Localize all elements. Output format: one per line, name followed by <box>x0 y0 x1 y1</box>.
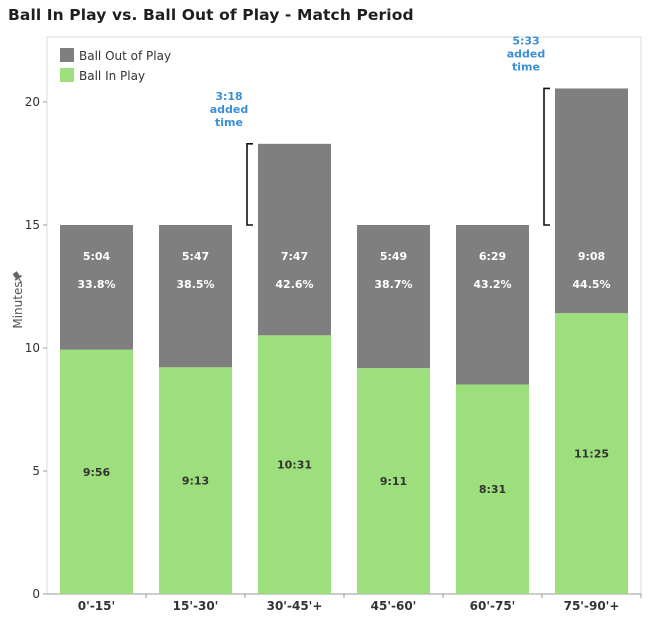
bar-out-of-play[interactable] <box>456 225 529 385</box>
bar-out-of-play[interactable] <box>555 88 628 314</box>
bar-label-percent: 38.5% <box>176 278 214 291</box>
bar-label-in-play: 9:13 <box>182 475 209 488</box>
added-time-annotation: added <box>507 47 546 60</box>
bar-in-play[interactable] <box>555 313 628 594</box>
x-category-label: 15'-30' <box>173 599 219 613</box>
bar-label-out-of-play: 7:47 <box>281 250 308 263</box>
added-time-bracket <box>543 87 550 226</box>
bar-label-out-of-play: 5:49 <box>380 250 407 263</box>
x-category-label: 45'-60' <box>371 599 417 613</box>
bars-layer <box>60 88 628 594</box>
bar-label-out-of-play: 6:29 <box>479 250 506 263</box>
bar-in-play[interactable] <box>456 384 529 594</box>
bar-label-out-of-play: 5:04 <box>83 250 111 263</box>
y-tick-label: 10 <box>25 341 40 355</box>
x-category-label: 30'-45'+ <box>267 599 323 613</box>
bar-label-out-of-play: 5:47 <box>182 250 209 263</box>
y-tick-label: 15 <box>25 218 40 232</box>
added-time-bracket <box>246 143 253 226</box>
plot-frame <box>46 36 642 595</box>
bar-label-percent: 33.8% <box>77 278 115 291</box>
bar-in-play[interactable] <box>357 368 430 594</box>
bar-label-in-play: 9:11 <box>380 475 407 488</box>
pin-icon[interactable] <box>11 270 24 284</box>
bar-label-in-play: 10:31 <box>277 459 312 472</box>
bar-label-percent: 44.5% <box>572 278 610 291</box>
bar-out-of-play[interactable] <box>60 225 133 350</box>
y-tick-label: 0 <box>32 587 40 601</box>
bar-label-percent: 43.2% <box>473 278 511 291</box>
legend-label-out-of-play: Ball Out of Play <box>79 49 171 63</box>
added-time-annotation: time <box>215 116 243 129</box>
x-axis-categories: 0'-15' 15'-30' 30'-45'+ 45'-60' 60'-75' 75'-9… <box>78 594 642 613</box>
bar-label-percent: 38.7% <box>374 278 412 291</box>
added-time-annotation: 3:18 <box>215 90 242 103</box>
legend-swatch-out-of-play <box>60 48 74 62</box>
legend-swatch-in-play <box>60 68 74 82</box>
x-category-label: 60'-75' <box>470 599 516 613</box>
bar-in-play[interactable] <box>159 367 232 594</box>
y-tick-label: 20 <box>25 95 40 109</box>
legend: Ball Out of Play Ball In Play <box>60 48 171 83</box>
bar-in-play[interactable] <box>258 335 331 594</box>
added-time-annotation: time <box>512 60 540 73</box>
added-time-annotation: 5:33 <box>512 34 539 47</box>
y-axis-ticks: 0 5 10 15 20 <box>25 95 47 601</box>
chart-title: Ball In Play vs. Ball Out of Play - Matc… <box>8 6 414 24</box>
bar-out-of-play[interactable] <box>357 225 430 369</box>
x-category-label: 75'-90'+ <box>564 599 620 613</box>
bar-in-play[interactable] <box>60 349 133 594</box>
bar-out-of-play[interactable] <box>258 143 331 336</box>
bar-label-in-play: 11:25 <box>574 448 609 461</box>
bar-label-in-play: 8:31 <box>479 483 506 496</box>
legend-label-in-play: Ball In Play <box>79 69 145 83</box>
x-category-label: 0'-15' <box>78 599 115 613</box>
bar-labels-layer: 9:56 5:04 33.8% 9:13 5:47 38.5% 10:31 7:47 42.6%… <box>77 250 610 496</box>
bar-label-in-play: 9:56 <box>83 466 111 479</box>
added-time-annotation: added <box>210 103 249 116</box>
bar-label-out-of-play: 9:08 <box>578 250 605 263</box>
y-axis-title: Minutes <box>11 281 25 328</box>
y-tick-label: 5 <box>32 464 40 478</box>
bar-out-of-play[interactable] <box>159 225 232 368</box>
y-axis-title-group: Minutes <box>11 281 25 328</box>
bar-label-percent: 42.6% <box>275 278 313 291</box>
